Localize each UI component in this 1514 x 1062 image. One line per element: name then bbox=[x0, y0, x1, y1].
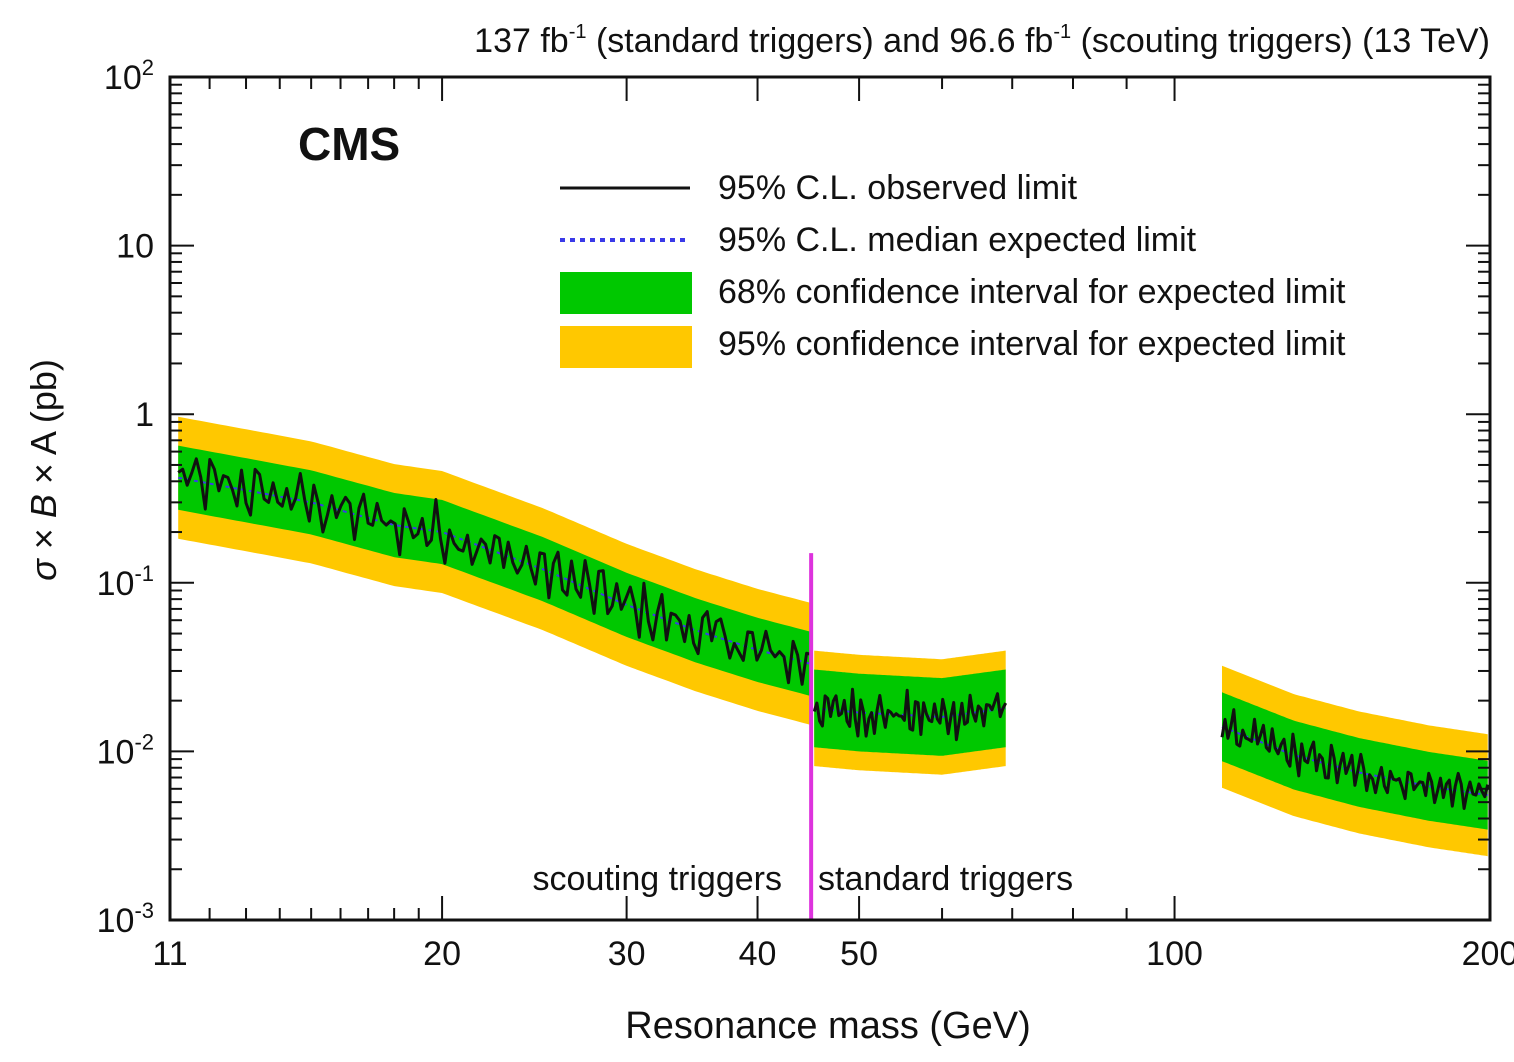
x-tick-label: 30 bbox=[608, 935, 646, 973]
y-tick-label: 1 bbox=[135, 396, 154, 434]
y-tick-label: 10-1 bbox=[97, 561, 154, 603]
lumi-label: 137 fb-1 (standard triggers) and 96.6 fb… bbox=[474, 21, 1490, 60]
standard-triggers-label: standard triggers bbox=[818, 860, 1073, 898]
y-tick-labels: 102 10 1 10-1 10-2 10-3 bbox=[97, 55, 154, 940]
x-tick-label: 11 bbox=[152, 935, 187, 973]
legend-expected-label: 95% C.L. median expected limit bbox=[718, 221, 1197, 259]
scouting-triggers-label: scouting triggers bbox=[533, 860, 782, 898]
legend-observed-label: 95% C.L. observed limit bbox=[718, 169, 1078, 207]
observed-line-standard-high bbox=[1220, 708, 1490, 810]
band-68-standard-high bbox=[1222, 692, 1488, 830]
legend-band95-label: 95% confidence interval for expected lim… bbox=[718, 325, 1346, 363]
y-tick-label: 10-2 bbox=[97, 729, 154, 771]
observed-line-standard-low bbox=[812, 687, 1008, 742]
observed-line-scouting bbox=[177, 457, 812, 686]
axis-ticks bbox=[169, 77, 1491, 921]
plot-frame bbox=[168, 75, 1492, 922]
x-tick-label: 200 bbox=[1462, 935, 1514, 973]
experiment-label: CMS bbox=[298, 118, 400, 170]
y-tick-label: 10 bbox=[116, 228, 154, 266]
y-tick-label: 10-3 bbox=[97, 898, 154, 940]
x-axis-label: Resonance mass (GeV) bbox=[625, 1005, 1031, 1047]
legend-band68-label: 68% confidence interval for expected lim… bbox=[718, 273, 1346, 311]
y-axis-label: σ × B × A (pb) bbox=[23, 359, 64, 581]
legend: 95% C.L. observed limit 95% C.L. median … bbox=[560, 169, 1346, 368]
legend-band68-swatch bbox=[560, 272, 692, 314]
x-tick-label: 40 bbox=[739, 935, 777, 973]
band-95-group bbox=[178, 416, 1488, 857]
band-68-group bbox=[178, 445, 1488, 830]
x-tick-label: 50 bbox=[840, 935, 878, 973]
x-tick-label: 100 bbox=[1146, 935, 1203, 973]
y-tick-label: 102 bbox=[104, 55, 154, 97]
x-tick-labels: 11 20 30 40 50 100 200 bbox=[152, 935, 1514, 973]
legend-band95-swatch bbox=[560, 326, 692, 368]
observed-line-group bbox=[177, 457, 1490, 810]
x-tick-label: 20 bbox=[423, 935, 461, 973]
